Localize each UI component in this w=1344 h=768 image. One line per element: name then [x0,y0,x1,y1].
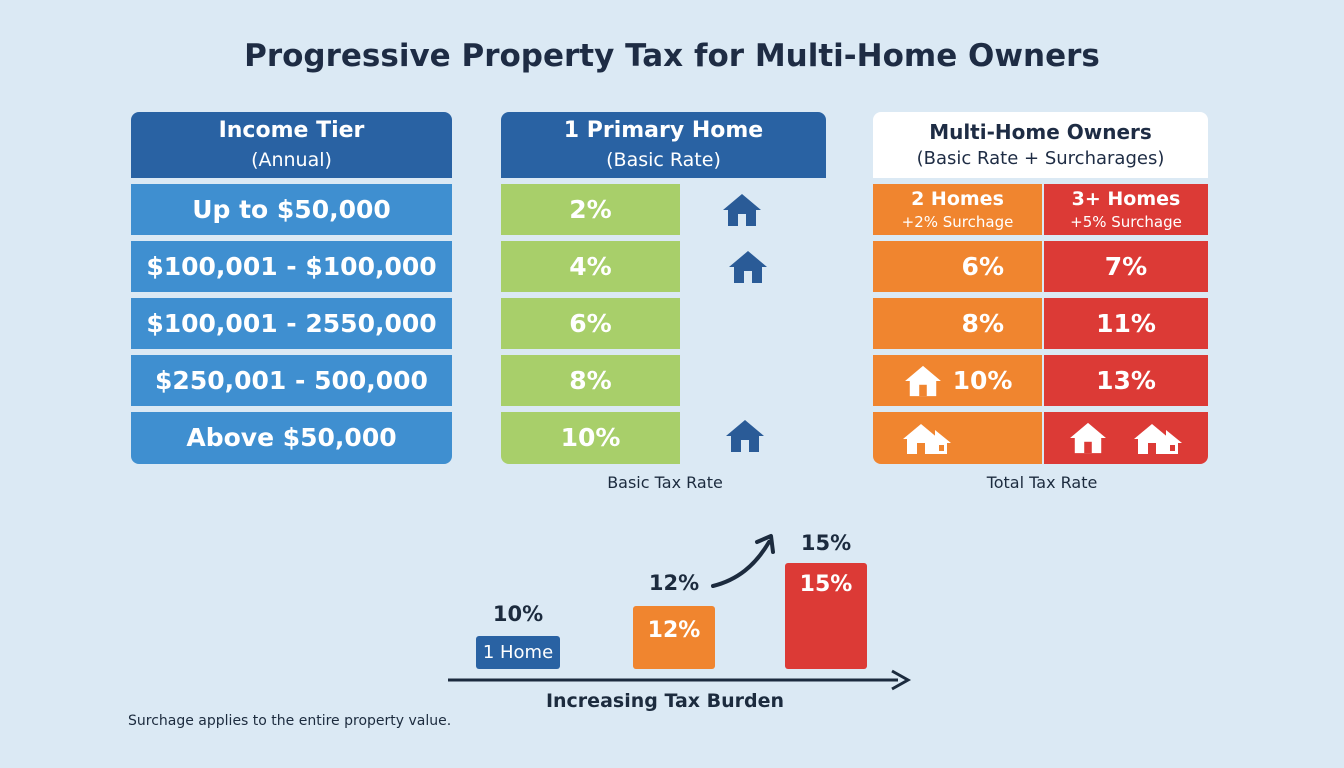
bar-inner-label: 1 Home [482,641,554,663]
income-tier-row: Up to $50,000 [131,184,452,235]
basic-rate-cell: 8% [501,355,680,406]
burden-axis-label: Increasing Tax Burden [545,690,785,712]
burden-axis-arrow [448,669,912,691]
basic-rate-value: 4% [569,251,612,281]
page-title: Progressive Property Tax for Multi-Home … [244,38,1100,74]
basic-rate-cell: 10% [501,412,680,464]
two-homes-rate-cell: 8% [873,298,1042,349]
basic-rate-value: 2% [569,194,612,224]
burden-bar-three-homes: 15% [785,563,867,669]
house-icon [729,251,767,283]
bar-value-label: 10% [492,602,544,626]
income-tier-header-title: Income Tier [218,118,365,144]
basic-rate-cell: 4% [501,241,680,292]
house-icon [1070,422,1106,454]
two-houses-icon [1134,424,1182,454]
two-homes-rate-cell: 10% [873,355,1042,406]
house-icon [726,420,764,452]
basic-rate-cell: 2% [501,184,680,235]
primary-home-header-title: 1 Primary Home [563,118,764,144]
three-homes-rate-cell: 7% [1044,241,1208,292]
income-tier-label: $100,001 - $100,000 [146,251,437,281]
multi-home-header-title: Multi-Home Owners [929,120,1152,145]
three-homes-rate: 7% [1104,251,1148,281]
two-homes-icon-cell [873,412,1042,464]
basic-rate-value: 8% [569,365,612,395]
multi-home-header-subtitle: (Basic Rate + Surcharages) [916,148,1165,170]
two-houses-icon [903,424,951,454]
income-tier-header-subtitle: (Annual) [251,148,332,171]
income-tier-row: $100,001 - $100,000 [131,241,452,292]
footnote: Surchage applies to the entire property … [128,713,452,729]
basic-rate-cell: 6% [501,298,680,349]
two-homes-rate: 10% [952,365,1013,395]
three-homes-rate: 13% [1096,365,1156,395]
bar-inner-label: 12% [647,618,701,643]
income-tier-label: Up to $50,000 [192,194,391,224]
basic-rate-value: 10% [560,423,621,452]
income-tier-row: $100,001 - 2550,000 [131,298,452,349]
three-homes-icon-cell [1044,412,1208,464]
total-tax-rate-caption: Total Tax Rate [986,473,1098,492]
income-tier-row: $250,001 - 500,000 [131,355,452,406]
income-tier-label: $250,001 - 500,000 [155,365,428,395]
three-homes-rate: 11% [1096,308,1156,338]
bar-inner-label: 15% [799,572,853,597]
house-icon [904,365,941,396]
bar-value-label: 15% [800,531,852,555]
income-tier-header: Income Tier (Annual) [131,112,452,178]
two-homes-header: 2 Homes +2% Surchage [873,184,1042,235]
rising-arrow-icon [711,534,775,588]
burden-bar-two-homes: 12% [633,606,715,669]
two-homes-rate-cell: 6% [873,241,1042,292]
two-homes-rate: 8% [961,308,1004,338]
income-tier-row: Above $50,000 [131,412,452,464]
burden-bar-one-home: 1 Home [476,636,560,669]
two-homes-rate: 6% [961,251,1004,281]
basic-tax-rate-caption: Basic Tax Rate [607,473,723,492]
three-homes-rate-cell: 13% [1044,355,1208,406]
income-tier-label: $100,001 - 2550,000 [146,308,437,338]
two-homes-surcharge: +2% Surchage [901,212,1014,231]
income-tier-label: Above $50,000 [186,423,397,452]
three-homes-label: 3+ Homes [1071,188,1181,211]
three-homes-header: 3+ Homes +5% Surchage [1044,184,1208,235]
primary-home-header-subtitle: (Basic Rate) [606,148,721,171]
house-icon [723,194,761,226]
basic-rate-value: 6% [569,308,612,338]
multi-home-header: Multi-Home Owners (Basic Rate + Surchara… [873,112,1208,178]
bar-value-label: 12% [648,571,700,595]
three-homes-surcharge: +5% Surchage [1070,212,1182,231]
three-homes-rate-cell: 11% [1044,298,1208,349]
two-homes-label: 2 Homes [911,188,1004,211]
primary-home-header: 1 Primary Home (Basic Rate) [501,112,826,178]
